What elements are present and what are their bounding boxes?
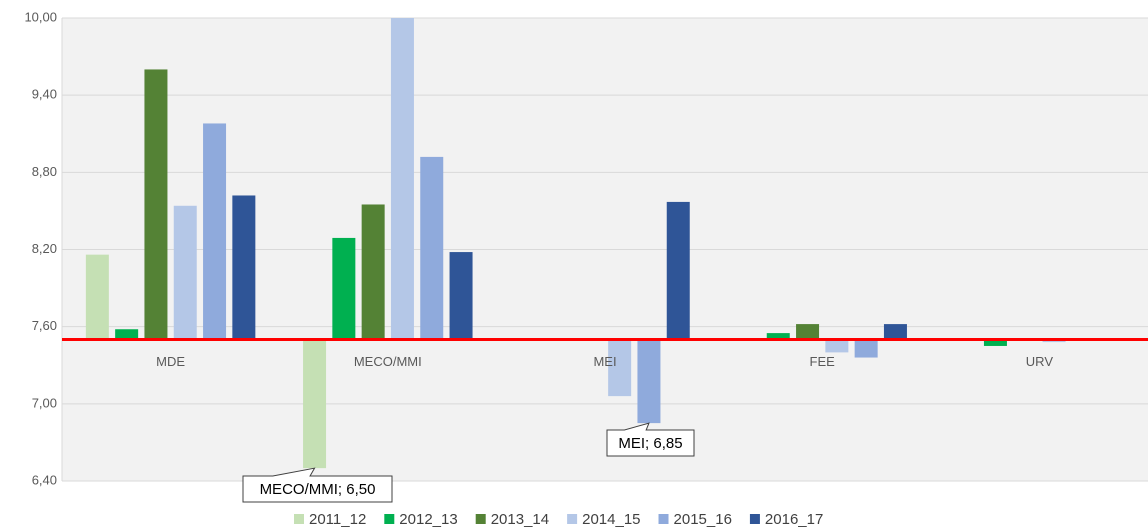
legend-swatch [567, 514, 578, 524]
y-tick-label: 9,40 [32, 87, 57, 102]
y-tick-label: 6,40 [32, 472, 57, 487]
x-tick-label: MECO/MMI [354, 354, 422, 369]
bar [85, 254, 109, 340]
annotation: MEI; 6,85 [618, 435, 682, 452]
bar [420, 156, 444, 340]
bar [303, 339, 327, 469]
legend-label: 2013_14 [491, 511, 549, 528]
legend-swatch [294, 514, 304, 524]
legend-swatch [749, 514, 760, 524]
legend-label: 2016_17 [765, 511, 823, 528]
bar [796, 324, 820, 340]
bar [883, 324, 907, 340]
bar [766, 333, 790, 340]
legend-swatch [384, 514, 395, 524]
legend-label: 2011_12 [309, 511, 366, 528]
bar [666, 201, 690, 340]
legend-label: 2014_15 [582, 511, 640, 528]
bar [390, 18, 414, 340]
callout-box [606, 422, 695, 457]
bar [854, 339, 878, 358]
bar [825, 339, 849, 353]
bar [637, 339, 661, 424]
x-tick-label: MDE [156, 354, 185, 369]
x-tick-label: URV [1026, 354, 1054, 369]
y-tick-label: 8,20 [32, 241, 57, 256]
bar [173, 205, 197, 340]
bar [608, 339, 632, 397]
bar [983, 339, 1007, 346]
bar [144, 69, 168, 340]
annotation: MECO/MMI; 6,50 [260, 481, 376, 498]
legend: 2011_12 2012_13 2013_14 2014_15 2015_16 2016_… [294, 511, 823, 528]
bar [203, 123, 227, 340]
bar [449, 252, 473, 340]
legend-swatch [658, 514, 669, 524]
y-tick-label: 7,60 [32, 318, 57, 333]
bar [115, 329, 139, 340]
x-tick-label: FEE [810, 354, 836, 369]
x-tick-label: MEI [593, 354, 616, 369]
y-tick-label: 8,80 [32, 164, 57, 179]
y-tick-label: 7,00 [32, 395, 57, 410]
bar [332, 237, 356, 340]
callout-box [242, 467, 393, 503]
legend-label: 2012_13 [399, 511, 457, 528]
y-tick-label: 10,00 [24, 9, 57, 24]
legend-swatch [475, 514, 486, 524]
bar [232, 195, 256, 340]
legend-label: 2015_16 [674, 511, 732, 528]
bar [361, 204, 385, 340]
